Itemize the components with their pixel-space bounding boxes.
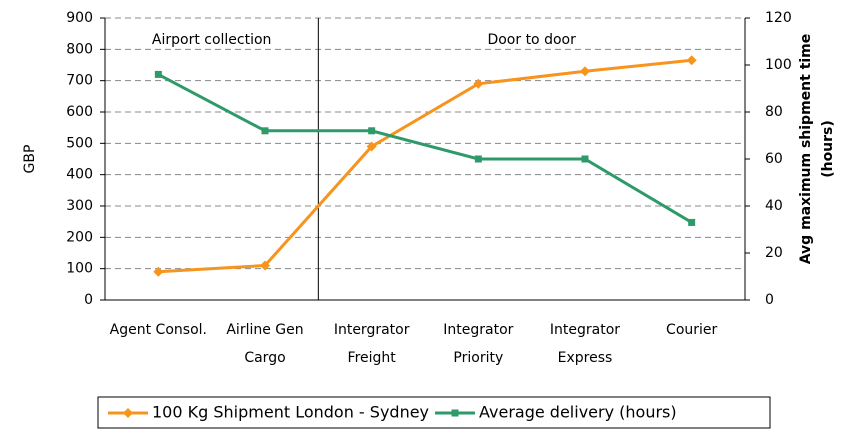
series-line	[157, 73, 693, 224]
y2-axis-label: (hours)	[820, 120, 836, 178]
annotation: Door to door	[487, 32, 576, 48]
y2-axis-label: Avg maximum shipment time	[798, 34, 814, 265]
y-tick-label: 400	[66, 167, 93, 183]
x-tick-label: Priority	[453, 350, 503, 366]
y2-tick-label: 80	[765, 104, 783, 120]
y2-tick-label: 60	[765, 151, 783, 167]
y-tick-label: 100	[66, 261, 93, 277]
legend-marker	[451, 409, 459, 417]
marker	[474, 155, 482, 163]
x-tick-label: Freight	[348, 350, 397, 366]
y-axis-label: GBP	[22, 145, 38, 174]
marker	[368, 127, 376, 135]
y2-tick-label: 40	[765, 198, 783, 214]
marker	[154, 70, 162, 78]
y-tick-label: 500	[66, 135, 93, 151]
y-tick-label: 300	[66, 198, 93, 214]
x-tick-label: Intergrator	[334, 322, 410, 338]
legend-box	[97, 396, 771, 429]
y-tick-label: 200	[66, 229, 93, 245]
x-tick-label: Airline Gen	[226, 322, 303, 338]
x-tick-label: Integrator	[550, 322, 620, 338]
marker	[688, 218, 696, 226]
series-line	[158, 58, 692, 274]
y-tick-label: 800	[66, 41, 93, 57]
y-tick-label: 0	[84, 292, 93, 308]
y-tick-label: 600	[66, 104, 93, 120]
marker	[153, 266, 164, 277]
marker	[366, 141, 377, 152]
x-tick-label: Agent Consol.	[110, 322, 207, 338]
legend-marker	[123, 408, 133, 418]
y-tick-label: 900	[66, 10, 93, 26]
y2-tick-label: 100	[765, 57, 792, 73]
marker	[260, 260, 270, 271]
y2-tick-label: 0	[765, 292, 774, 308]
y-tick-label: 700	[66, 73, 93, 89]
x-tick-label: Express	[558, 350, 613, 366]
legend-label: Average delivery (hours)	[479, 403, 677, 422]
y2-tick-label: 120	[765, 10, 792, 26]
marker	[686, 55, 697, 66]
y2-tick-label: 20	[765, 245, 783, 261]
marker	[581, 155, 589, 163]
marker	[261, 127, 269, 135]
x-tick-label: Courier	[666, 322, 717, 338]
legend-label: 100 Kg Shipment London - Sydney	[152, 403, 429, 422]
marker	[580, 66, 590, 77]
x-tick-label: Integrator	[443, 322, 513, 338]
annotation: Airport collection	[152, 32, 272, 48]
marker	[473, 78, 484, 89]
x-tick-label: Cargo	[244, 350, 285, 366]
